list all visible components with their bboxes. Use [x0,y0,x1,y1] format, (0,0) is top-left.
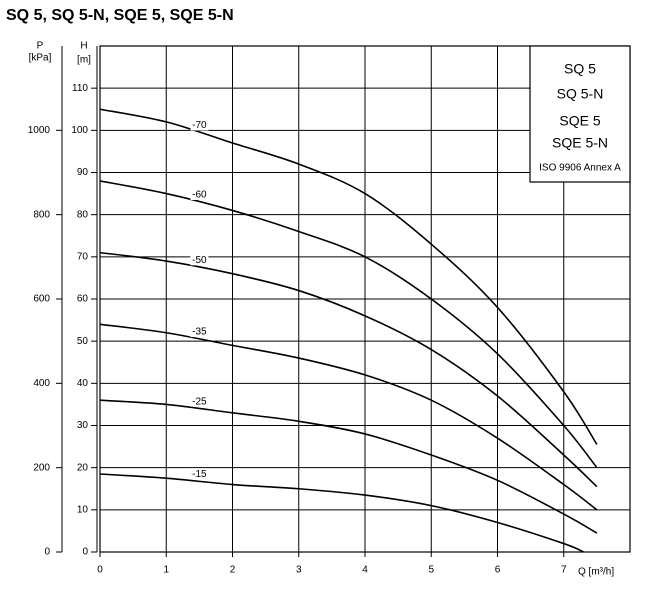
y-tick-label: 20 [77,462,89,473]
curve-label: -35 [192,327,207,338]
y-axis-unit: [m] [77,55,91,66]
x-axis-label: Q [m³/h] [578,567,614,578]
y-tick-label: 40 [77,378,89,389]
x-tick-label: 5 [428,565,434,576]
legend-text: SQ 5-N [557,86,604,102]
curve-label: -50 [192,255,207,266]
p-tick-label: 800 [33,209,50,220]
curve [99,473,584,553]
x-tick-label: 7 [561,565,567,576]
plot-frame [99,45,631,553]
p-tick-label: 200 [33,462,50,473]
curve-label-bg [190,189,209,201]
legend-text: SQE 5-N [552,135,608,151]
legend-text: SQ 5 [564,61,596,77]
y-tick-label: 80 [77,209,89,220]
y-axis-label: H [80,41,87,52]
curve-label: -60 [192,190,207,201]
p-axis-label: P [37,41,44,52]
p-axis-unit: [kPa] [29,53,52,64]
legend-text: ISO 9906 Annex A [539,163,621,174]
curve [99,251,598,488]
x-tick-label: 3 [296,565,302,576]
curve-label-bg [190,395,209,407]
curve-label-bg [190,119,209,131]
curve-label-bg [190,326,209,338]
y-tick-label: 70 [77,251,89,262]
curve-label-bg [190,254,209,266]
curve [99,180,598,469]
curve [99,108,598,445]
curve-label: -15 [192,469,207,480]
x-tick-label: 2 [230,565,236,576]
x-tick-label: 4 [362,565,368,576]
y-tick-label: 30 [77,420,89,431]
y-tick-label: 110 [72,83,88,94]
y-tick-label: 90 [77,167,89,178]
curve-label-bg [190,468,209,480]
curve-label: -70 [192,120,207,131]
x-tick-label: 1 [163,565,169,576]
y-tick-label: 0 [82,547,88,558]
y-tick-label: 100 [71,125,88,136]
y-tick-label: 10 [77,504,89,515]
p-tick-label: 0 [44,547,50,558]
curve-label: -25 [192,396,207,407]
p-tick-label: 400 [33,378,50,389]
curve [99,323,598,511]
y-tick-label: 50 [77,336,89,347]
legend-box [529,45,631,183]
p-tick-label: 1000 [28,125,51,136]
chart-title: SQ 5, SQ 5-N, SQE 5, SQE 5-N [6,7,234,24]
legend-text: SQE 5 [559,113,600,129]
x-tick-label: 6 [495,565,501,576]
curve [99,399,598,534]
y-tick-label: 60 [77,294,89,305]
x-tick-label: 0 [97,565,103,576]
p-tick-label: 600 [33,294,50,305]
